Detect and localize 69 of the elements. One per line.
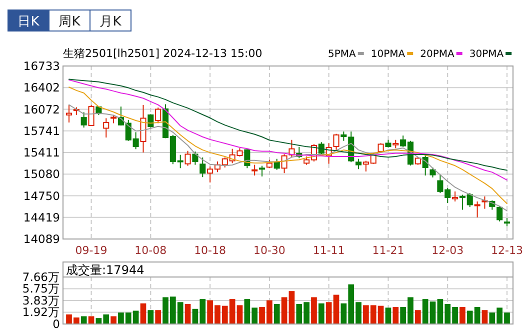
legend-label: 30PMA	[469, 49, 504, 60]
bar	[385, 308, 392, 324]
legend-label: 10PMA	[370, 49, 406, 60]
bar	[288, 291, 295, 324]
chart-title: 成交量:17944	[66, 263, 144, 277]
bar	[140, 303, 146, 324]
y-tick-label: 5.75万	[22, 282, 60, 296]
candlestick	[66, 104, 72, 124]
y-tick-label: 16402	[23, 80, 60, 95]
candlestick	[184, 150, 191, 166]
x-tick-label: 10-30	[253, 244, 286, 257]
candlestick	[155, 107, 162, 124]
candlestick	[148, 114, 154, 128]
bar	[274, 304, 280, 324]
candlestick	[88, 104, 94, 126]
candlestick	[474, 200, 480, 218]
x-tick-label: 10-18	[194, 244, 226, 257]
candlestick	[356, 158, 362, 170]
candlestick	[80, 112, 87, 128]
candlestick	[252, 164, 258, 176]
y-tick-label: 14419	[23, 210, 60, 224]
bar	[281, 297, 288, 324]
legend-label: 5PMA	[328, 49, 356, 60]
bar	[80, 316, 87, 324]
legend-label: 20PMA	[420, 49, 454, 60]
bar	[236, 305, 243, 324]
bar	[311, 297, 317, 324]
y-tick-label: 7.66万	[22, 270, 60, 284]
bar	[414, 310, 421, 324]
x-tick-label: 10-08	[134, 244, 167, 257]
x-tick-label: 12-13	[491, 244, 523, 257]
candlestick	[452, 190, 458, 202]
line-series	[68, 86, 508, 204]
candlestick	[496, 206, 503, 222]
x-tick-label: 11-11	[312, 244, 345, 257]
text: 月K	[100, 14, 122, 30]
y-tick-label: 0	[52, 317, 60, 331]
text: 周K	[58, 14, 81, 30]
bar	[460, 307, 466, 324]
bar	[318, 303, 324, 324]
y-tick-label: 1.92万	[22, 305, 60, 320]
y-tick-label: 14750	[23, 188, 60, 203]
y-tick-label: 15411	[23, 146, 60, 160]
bar	[392, 307, 399, 324]
x-tick-label: 09-19	[75, 244, 108, 257]
x-tick-label: 12-03	[432, 244, 464, 257]
bar	[110, 316, 116, 324]
bar	[148, 310, 154, 324]
y-tick-label: 15080	[23, 167, 60, 182]
y-tick-label: 3.83万	[22, 294, 60, 308]
candlestick	[200, 156, 206, 178]
text: 日K	[18, 14, 40, 30]
y-tick-label: 14089	[23, 232, 60, 246]
candlestick	[192, 151, 198, 166]
candlestick	[333, 133, 340, 150]
bar	[184, 304, 191, 324]
candlestick	[274, 158, 280, 170]
y-tick-label: 16072	[23, 102, 60, 116]
candlestick	[482, 196, 488, 210]
y-tick-label: 16733	[23, 59, 60, 73]
line-series	[68, 104, 508, 212]
candlestick	[430, 166, 436, 178]
chart-title: 生猪2501[lh2501] 2024-12-13 15:00	[63, 47, 262, 60]
candlestick	[140, 104, 146, 153]
candlestick	[258, 165, 266, 177]
y-tick-label: 15741	[23, 124, 60, 138]
candlestick	[103, 118, 110, 138]
bar	[155, 310, 162, 324]
x-tick-label: 11-21	[372, 244, 404, 257]
